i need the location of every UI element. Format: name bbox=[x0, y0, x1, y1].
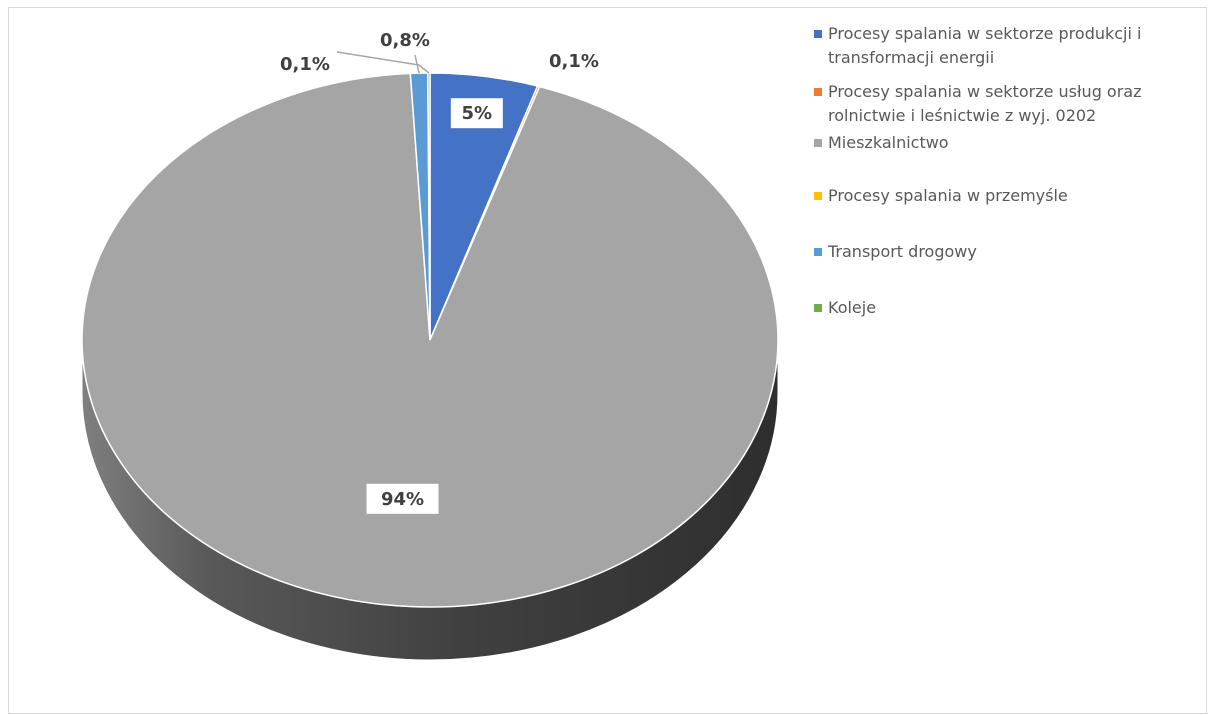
data-label-2: 94% bbox=[381, 489, 424, 510]
data-label-box-5 bbox=[273, 49, 337, 79]
pie-slices bbox=[81, 72, 779, 608]
legend-swatch-3 bbox=[814, 192, 822, 200]
legend-swatch-4 bbox=[814, 248, 822, 256]
data-label-box-4 bbox=[373, 25, 437, 55]
chart-frame bbox=[8, 7, 1207, 714]
legend-label-0: Procesy spalania w sektorze produkcji i … bbox=[828, 24, 1142, 67]
data-label-box-2 bbox=[366, 483, 439, 514]
data-label-1: 0,1% bbox=[549, 51, 599, 72]
legend-swatch-5 bbox=[814, 304, 822, 312]
legend-item-1: Procesy spalania w sektorze usług oraz r… bbox=[814, 80, 1204, 128]
legend-swatch-1 bbox=[814, 88, 822, 96]
legend-item-2: Mieszkalnictwo bbox=[814, 131, 1204, 155]
pie-slice-2 bbox=[81, 72, 779, 608]
legend-label-1: Procesy spalania w sektorze usług oraz r… bbox=[828, 82, 1142, 125]
data-label-5: 0,1% bbox=[280, 54, 330, 75]
legend-label-4: Transport drogowy bbox=[828, 242, 977, 261]
legend-swatch-2 bbox=[814, 139, 822, 147]
legend-item-0: Procesy spalania w sektorze produkcji i … bbox=[814, 22, 1204, 70]
legend-swatch-0 bbox=[814, 30, 822, 38]
legend-label-5: Koleje bbox=[828, 298, 877, 317]
legend-label-2: Mieszkalnictwo bbox=[828, 133, 949, 152]
legend-item-4: Transport drogowy bbox=[814, 240, 1204, 264]
data-label-0: 5% bbox=[462, 103, 493, 124]
legend-label-3: Procesy spalania w przemyśle bbox=[828, 186, 1068, 205]
leader-line-5 bbox=[336, 51, 430, 74]
legend-item-3: Procesy spalania w przemyśle bbox=[814, 184, 1204, 208]
leader-lines bbox=[336, 51, 430, 74]
data-label-4: 0,8% bbox=[380, 30, 430, 51]
data-label-box-1 bbox=[542, 46, 606, 76]
data-labels: 94% 5% 0,1% 0,8% 0,1% bbox=[273, 25, 606, 514]
data-label-box-0 bbox=[450, 98, 503, 129]
legend-item-5: Koleje bbox=[814, 296, 1204, 320]
